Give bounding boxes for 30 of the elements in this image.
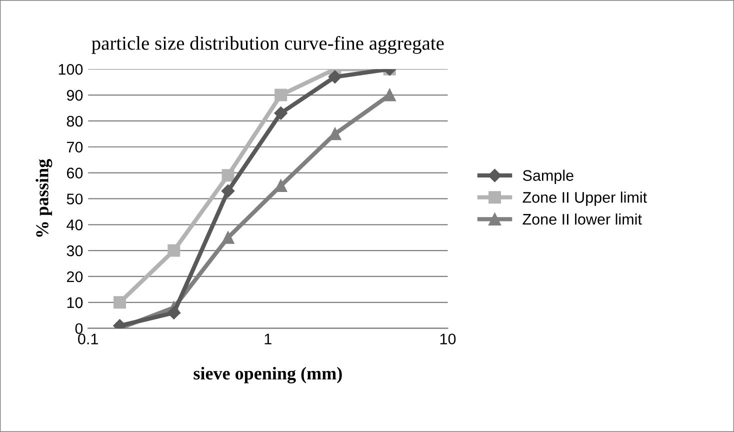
point <box>222 169 234 182</box>
point <box>113 296 126 309</box>
legend-label: Sample <box>522 170 574 184</box>
point <box>383 88 396 102</box>
y-tick-label: 60 <box>67 168 83 178</box>
y-tick-label: 40 <box>66 220 83 230</box>
y-tick-label: 10 <box>67 297 83 308</box>
y-tick-label: 70 <box>67 142 83 153</box>
y-axis-title: % passing <box>36 159 52 237</box>
y-tick-label: 80 <box>66 116 83 127</box>
y-tick-label: 0 <box>75 323 83 334</box>
point <box>168 244 180 257</box>
legend-label: Zone II Upper limit <box>522 192 647 206</box>
y-tick-label: 50 <box>66 194 83 204</box>
point <box>328 70 342 84</box>
y-tick-label: 20 <box>66 271 83 282</box>
y-tick-label: 90 <box>66 90 83 101</box>
point <box>222 231 234 244</box>
chart-title: particle size distribution curve-fine aggregate <box>92 36 444 54</box>
point <box>221 184 235 198</box>
legend-label: Zone II lower limit <box>522 213 642 225</box>
point <box>274 88 288 102</box>
x-tick-label: 10 <box>440 334 456 344</box>
x-tick-label: 1 <box>264 334 272 344</box>
x-tick-label: 0.1 <box>78 334 98 344</box>
x-axis-title: sieve opening (mm) <box>194 366 342 384</box>
y-tick-label: 100 <box>58 64 83 75</box>
point <box>167 306 180 320</box>
point <box>274 106 288 120</box>
y-tick-label: 30 <box>66 245 83 256</box>
